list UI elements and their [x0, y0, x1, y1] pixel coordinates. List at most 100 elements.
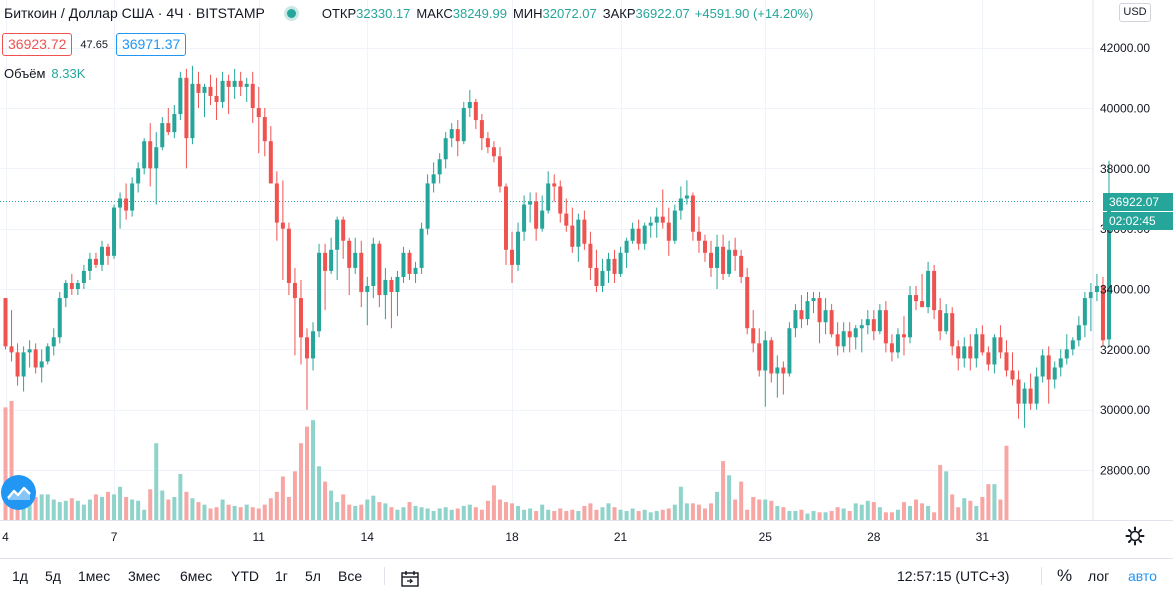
clock-timezone[interactable]: 12:57:15 (UTC+3): [897, 568, 1010, 584]
candle: [1094, 273, 1099, 302]
range-6m[interactable]: 6мес: [180, 568, 213, 584]
volume-legend[interactable]: Объём 8.33K: [4, 66, 85, 81]
candle: [877, 304, 882, 335]
candle-body: [377, 243, 382, 296]
candle-body: [443, 138, 448, 160]
candle: [944, 304, 949, 335]
candle: [244, 77, 249, 102]
range-all[interactable]: Все: [338, 568, 363, 584]
candle: [196, 71, 201, 108]
candle-body: [359, 252, 364, 293]
candle-body: [696, 231, 701, 241]
candle-body: [799, 310, 804, 320]
candle-body: [883, 310, 888, 344]
volume-bar: [323, 481, 328, 520]
candle: [27, 340, 32, 368]
chart[interactable]: 42000.0040000.0038000.0036000.0034000.00…: [0, 0, 1173, 558]
time-axis[interactable]: 4 7 11 14 18 21 25 28 31: [2, 530, 989, 544]
candle-body: [160, 123, 165, 148]
candle: [112, 204, 117, 259]
toolbar-divider: [384, 567, 385, 585]
log-scale-button[interactable]: лог: [1088, 568, 1110, 584]
currency-button[interactable]: USD: [1119, 3, 1151, 22]
volume-bar: [630, 508, 635, 520]
settings-gear-icon[interactable]: [1125, 526, 1145, 546]
range-5d[interactable]: 5д: [45, 568, 61, 584]
candle-body: [594, 267, 599, 287]
candle: [829, 304, 834, 338]
volume-bar: [148, 489, 153, 520]
candle: [853, 325, 858, 350]
change-value: +4591.90 (+14.20%): [694, 5, 814, 21]
candle-body: [811, 298, 816, 302]
candle-body: [763, 340, 768, 371]
volume-bar: [467, 504, 472, 520]
candle-body: [51, 337, 56, 347]
candle: [871, 310, 876, 341]
volume-bar: [172, 496, 177, 520]
candle: [823, 298, 828, 335]
volume-bar: [751, 496, 756, 520]
candle-body: [938, 310, 943, 332]
volume-bar: [636, 511, 641, 520]
volume-value: 8.33K: [51, 66, 86, 81]
candle-body: [93, 258, 98, 265]
volume-bar: [57, 502, 62, 520]
candle-body: [510, 249, 515, 265]
sell-price-button[interactable]: 36923.72: [2, 33, 73, 56]
volume-bar: [305, 426, 309, 520]
auto-scale-button[interactable]: авто: [1128, 568, 1157, 584]
candle: [172, 104, 177, 139]
candle: [648, 216, 653, 238]
range-1m[interactable]: 1мес: [78, 568, 111, 584]
range-3m[interactable]: 3мес: [128, 568, 161, 584]
volume-bar: [45, 494, 50, 520]
candle: [238, 71, 243, 96]
volume-bar: [329, 490, 334, 520]
candle: [715, 234, 720, 290]
candle-body: [817, 298, 822, 323]
candle-body: [528, 201, 533, 205]
candle: [455, 120, 460, 157]
candle-body: [497, 156, 502, 187]
candle: [124, 183, 129, 220]
candle: [1088, 282, 1093, 332]
candle-body: [859, 325, 864, 329]
candle-body: [576, 219, 581, 247]
candle: [799, 295, 804, 329]
candle: [606, 252, 611, 283]
volume-bar: [938, 464, 943, 520]
range-1d[interactable]: 1д: [12, 568, 28, 584]
candle-body: [757, 343, 762, 371]
range-1y[interactable]: 1г: [275, 568, 288, 584]
volume-bar: [407, 502, 412, 520]
candle: [377, 240, 382, 308]
buy-price-button[interactable]: 36971.37: [115, 33, 187, 56]
range-ytd[interactable]: YTD: [231, 568, 259, 584]
tradingview-logo-icon[interactable]: [1, 475, 36, 510]
volume-bar: [883, 512, 888, 520]
candle: [479, 114, 484, 151]
candle-body: [106, 246, 111, 256]
candle-body: [1100, 286, 1105, 341]
candle-body: [829, 310, 834, 335]
volume-bar: [853, 503, 858, 520]
volume-bar: [570, 509, 575, 520]
symbol-title[interactable]: Биткоин / Доллар США · 4Ч · BITSTAMP: [4, 5, 265, 21]
percent-scale-button[interactable]: %: [1057, 566, 1073, 585]
candle: [901, 316, 906, 356]
volume-bar: [341, 494, 346, 520]
range-5y[interactable]: 5л: [305, 568, 321, 584]
time-tick-label: 4: [2, 530, 9, 544]
candle-body: [33, 349, 38, 368]
candle: [974, 328, 979, 368]
candle: [136, 162, 141, 193]
candle: [570, 207, 575, 253]
volume-bar: [99, 496, 104, 520]
date-range-icon[interactable]: [400, 566, 420, 587]
candle: [130, 177, 135, 217]
volume-bar: [956, 507, 961, 520]
candle-body: [1034, 376, 1039, 404]
candle: [280, 180, 285, 280]
candle: [642, 222, 647, 250]
